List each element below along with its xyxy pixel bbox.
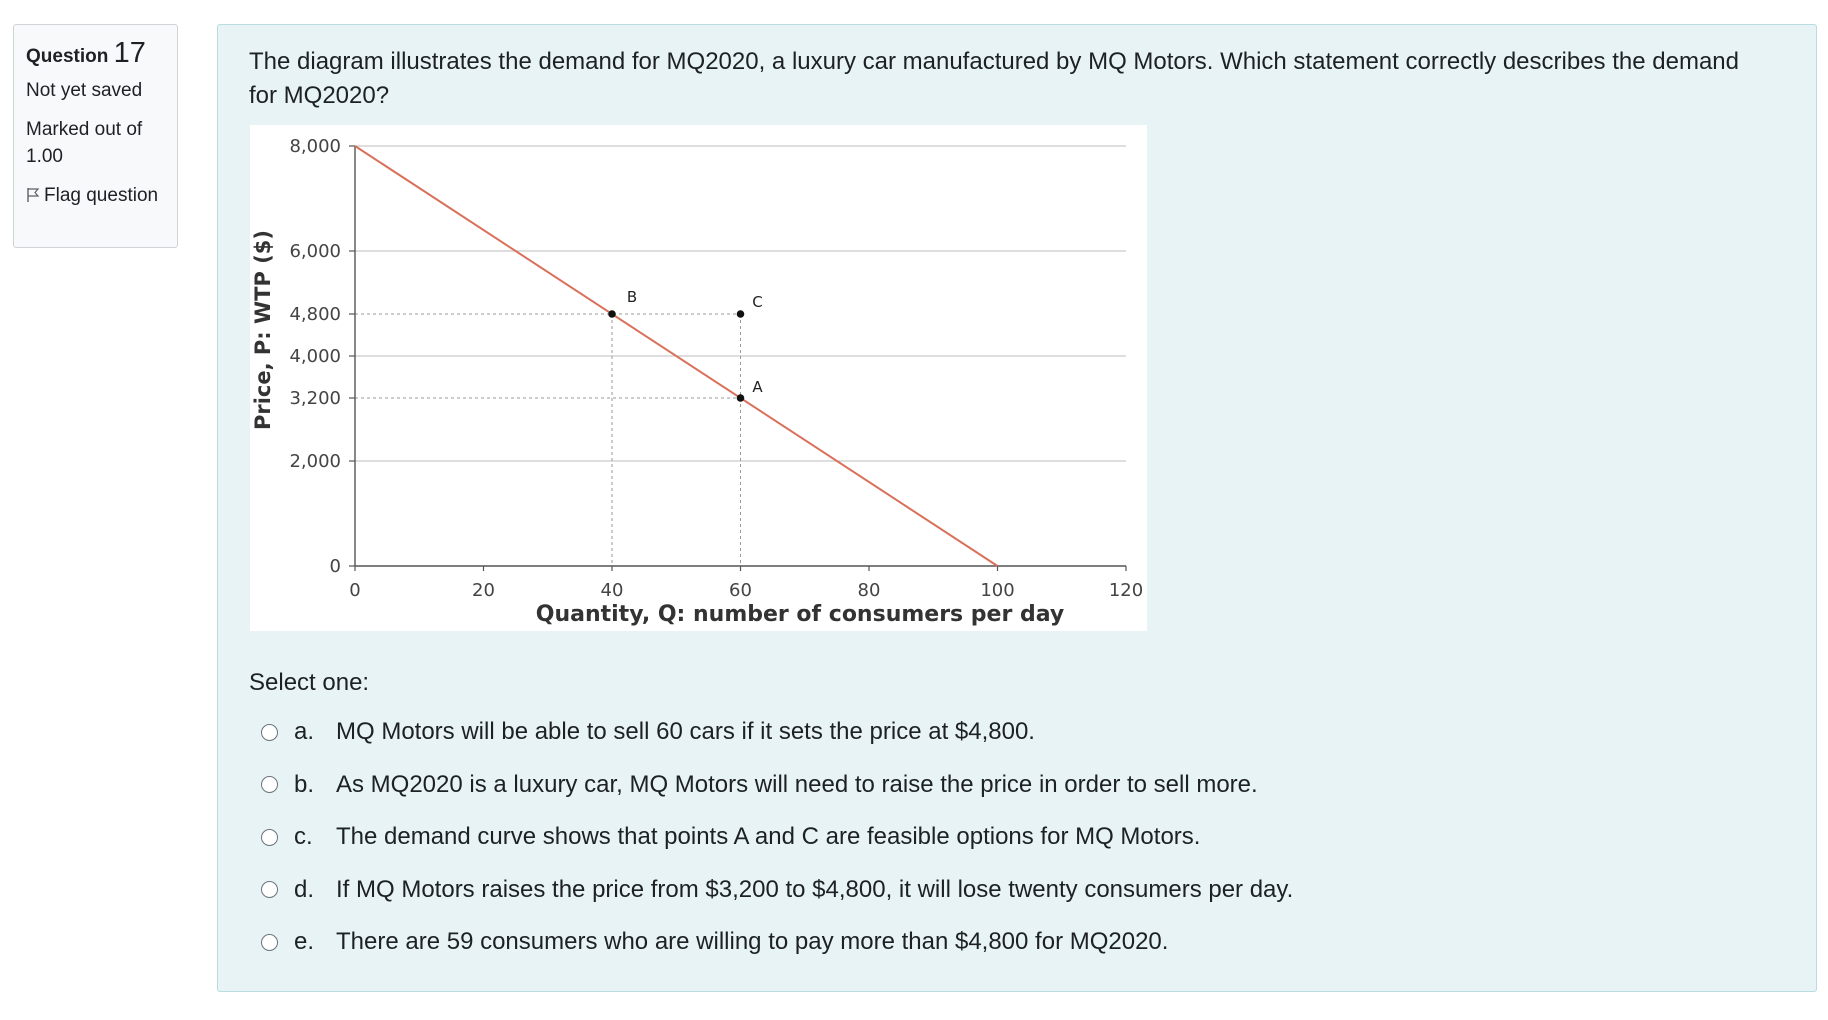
question-content: The diagram illustrates the demand for M… xyxy=(217,24,1817,992)
question-number: Question 17 xyxy=(26,37,165,70)
point-b xyxy=(608,310,616,318)
y-tick-label: 4,000 xyxy=(289,346,341,367)
answer-letter: d. xyxy=(294,875,315,903)
y-tick-label: 2,000 xyxy=(289,451,341,472)
question-grade: Marked out of 1.00 xyxy=(26,119,143,167)
x-tick-label: 100 xyxy=(980,580,1014,601)
x-tick-label: 0 xyxy=(349,580,360,601)
answer-letter: b. xyxy=(294,770,315,798)
x-tick-label: 120 xyxy=(1109,580,1143,601)
point-label-b: B xyxy=(627,288,637,306)
answer-text: MQ Motors will be able to sell 60 cars i… xyxy=(336,718,1035,746)
x-axis-title: Quantity, Q: number of consumers per day xyxy=(536,602,1064,627)
y-tick-label: 4,800 xyxy=(289,304,341,325)
y-tick-label: 3,200 xyxy=(289,388,341,409)
answer-option-e[interactable]: e. There are 59 consumers who are willin… xyxy=(261,916,1761,969)
question-text: The diagram illustrates the demand for M… xyxy=(249,48,1739,109)
y-tick-label: 6,000 xyxy=(289,241,341,262)
answer-list: a. MQ Motors will be able to sell 60 car… xyxy=(261,706,1761,969)
question-number-value: 17 xyxy=(113,37,146,69)
y-axis-title: Price, P: WTP ($) xyxy=(251,230,275,430)
x-tick-label: 20 xyxy=(472,580,495,601)
answer-option-c[interactable]: c. The demand curve shows that points A … xyxy=(261,811,1761,864)
answer-option-a[interactable]: a. MQ Motors will be able to sell 60 car… xyxy=(261,706,1761,759)
flag-icon xyxy=(26,184,40,211)
answer-letter: c. xyxy=(294,823,313,851)
demand-chart-svg: 0 20 40 60 80 100 120 0 2,000 3,200 4,000 4,800 6,00… xyxy=(251,136,1143,627)
point-label-c: C xyxy=(752,293,762,311)
flag-question-button[interactable]: Flag question xyxy=(26,182,165,211)
radio-button-b[interactable] xyxy=(261,776,278,794)
radio-button-d[interactable] xyxy=(261,881,278,899)
answer-text: There are 59 consumers who are willing t… xyxy=(336,928,1169,956)
radio-button-c[interactable] xyxy=(261,828,278,846)
answer-letter: a. xyxy=(294,718,315,746)
point-label-a: A xyxy=(752,378,763,396)
answer-text: The demand curve shows that points A and… xyxy=(336,823,1201,851)
y-tick-label: 0 xyxy=(330,556,341,577)
point-c xyxy=(736,310,745,318)
x-tick-label: 60 xyxy=(729,580,752,601)
answer-option-d[interactable]: d. If MQ Motors raises the price from $3… xyxy=(261,864,1761,917)
radio-button-e[interactable] xyxy=(261,933,278,951)
question-state: Not yet saved xyxy=(26,80,143,101)
flag-label: Flag question xyxy=(44,185,159,206)
answer-option-b[interactable]: b. As MQ2020 is a luxury car, MQ Motors … xyxy=(261,759,1761,812)
y-tick-label: 8,000 xyxy=(289,136,341,157)
radio-button-a[interactable] xyxy=(261,723,278,741)
question-label: Question xyxy=(26,46,109,67)
x-tick-label: 80 xyxy=(858,580,881,601)
question-info-panel: Question 17 Not yet saved Marked out of … xyxy=(13,24,178,248)
select-prompt: Select one: xyxy=(249,669,370,696)
answer-letter: e. xyxy=(294,928,315,956)
point-a xyxy=(736,394,745,402)
demand-curve xyxy=(354,145,999,567)
answer-text: If MQ Motors raises the price from $3,20… xyxy=(336,875,1294,903)
answer-text: As MQ2020 is a luxury car, MQ Motors wil… xyxy=(336,770,1258,798)
x-tick-label: 40 xyxy=(601,580,624,601)
demand-chart: 0 20 40 60 80 100 120 0 2,000 3,200 4,000 4,800 6,00… xyxy=(250,125,1147,631)
